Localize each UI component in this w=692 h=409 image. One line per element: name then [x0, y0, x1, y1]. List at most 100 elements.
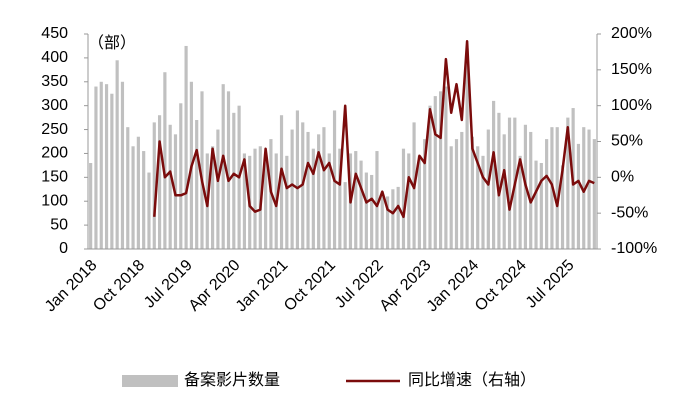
bar [576, 143, 581, 249]
x-tick-label: Jan 2021 [233, 257, 292, 316]
bar [396, 186, 400, 249]
bar [460, 131, 464, 249]
line [153, 39, 595, 219]
bar [94, 86, 98, 249]
y-tick-label: 50 [50, 216, 68, 233]
bar [338, 148, 342, 249]
bar [566, 117, 570, 249]
y-tick-label: 450 [41, 25, 68, 42]
x-tick-label: Oct 2024 [472, 257, 530, 315]
bar [264, 153, 268, 249]
y-axis-label: （部） [88, 34, 136, 52]
bar [354, 151, 358, 249]
bar [184, 45, 188, 249]
bar [242, 153, 247, 249]
bar [423, 139, 427, 249]
bar [486, 129, 490, 249]
y-tick-label: 300 [41, 97, 68, 114]
bar [539, 163, 543, 249]
bar [89, 163, 93, 249]
bar [285, 155, 289, 249]
bar [497, 112, 501, 249]
bar [481, 155, 485, 249]
bar [147, 172, 151, 249]
bar [195, 120, 199, 249]
bar [592, 139, 596, 249]
bar [518, 155, 522, 249]
bar [507, 117, 512, 249]
bar [152, 122, 156, 249]
bar [582, 127, 586, 249]
bar [99, 81, 103, 250]
bar [221, 84, 225, 250]
bar [232, 112, 236, 249]
bar [126, 127, 130, 249]
x-tick-label: Jan 2018 [42, 257, 101, 316]
y-tick-label: 250 [41, 121, 68, 138]
bar [444, 86, 448, 249]
x-tick-label: Jan 2024 [424, 257, 483, 316]
y-tick-label: 100 [41, 192, 68, 209]
bar [470, 136, 474, 249]
bar [438, 91, 443, 249]
bar [380, 191, 384, 249]
bar [364, 172, 368, 249]
bar [476, 146, 480, 249]
bar [407, 153, 411, 249]
legend-label: 备案影片数量 [184, 371, 280, 389]
bar [317, 134, 321, 249]
bar [560, 165, 565, 249]
bar [587, 129, 591, 249]
bar [385, 196, 390, 249]
bar [104, 84, 109, 250]
bar [306, 131, 310, 249]
bar [428, 105, 432, 250]
y2-tick-label: 100% [611, 97, 652, 114]
bar [417, 155, 421, 249]
bar [131, 146, 135, 249]
bar [279, 115, 284, 249]
bar [327, 153, 331, 249]
x-tick-label: Oct 2021 [281, 257, 339, 315]
y-tick-label: 150 [41, 169, 68, 186]
bar [465, 48, 469, 250]
legend-swatch [122, 375, 178, 387]
y-tick-label: 400 [41, 49, 68, 66]
bar [322, 127, 326, 249]
bar [534, 160, 538, 249]
y2-tick-label: 50% [611, 133, 643, 150]
bar [555, 127, 559, 249]
bar [157, 115, 162, 249]
bar [163, 72, 167, 249]
bar [226, 91, 231, 249]
bar [545, 139, 549, 249]
bar [168, 124, 172, 249]
bar [290, 129, 294, 249]
y-tick-label: 200 [41, 145, 68, 162]
bar [359, 160, 363, 249]
bar [502, 134, 506, 249]
bar [120, 81, 125, 250]
bar [311, 148, 315, 249]
x-tick-label: Oct 2018 [90, 257, 148, 315]
bar [529, 131, 533, 249]
bar [110, 93, 114, 249]
bar [200, 91, 204, 249]
y-tick-label: 350 [41, 73, 68, 90]
bar [375, 151, 379, 249]
bar [211, 146, 215, 249]
bar [401, 148, 406, 249]
x-tick-label: Jul 2025 [523, 257, 578, 312]
bar [142, 151, 146, 249]
bar [295, 110, 300, 249]
bar [492, 100, 496, 249]
y2-tick-label: 150% [611, 61, 652, 78]
bar [216, 129, 220, 249]
bar [253, 148, 257, 249]
y2-tick-label: 0% [611, 169, 634, 186]
y2-tick-label: 200% [611, 25, 652, 42]
bar [115, 60, 119, 250]
bar [179, 103, 183, 250]
y2-tick-label: -100% [611, 240, 657, 257]
bar [449, 146, 453, 249]
